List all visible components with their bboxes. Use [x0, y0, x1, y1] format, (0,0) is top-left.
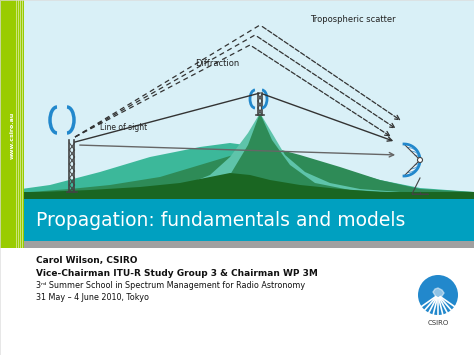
- Bar: [24, 199, 474, 241]
- Bar: [24, 248, 474, 355]
- Polygon shape: [130, 113, 474, 192]
- Text: Line of sight: Line of sight: [100, 122, 147, 131]
- Bar: [0, 192, 474, 200]
- Circle shape: [418, 275, 458, 315]
- Polygon shape: [433, 288, 444, 298]
- Text: 31 May – 4 June 2010, Tokyo: 31 May – 4 June 2010, Tokyo: [36, 294, 149, 302]
- Text: Propagation: fundamentals and models: Propagation: fundamentals and models: [36, 211, 405, 229]
- Polygon shape: [0, 192, 474, 200]
- Bar: [24, 241, 474, 248]
- Text: Vice-Chairman ITU-R Study Group 3 & Chairman WP 3M: Vice-Chairman ITU-R Study Group 3 & Chai…: [36, 268, 318, 278]
- Polygon shape: [0, 173, 474, 192]
- Polygon shape: [0, 147, 474, 192]
- Text: Diffraction: Diffraction: [195, 59, 239, 67]
- Polygon shape: [200, 113, 474, 192]
- Text: Tropospheric scatter: Tropospheric scatter: [310, 16, 396, 24]
- Text: 3ʳᵈ Summer School in Spectrum Management for Radio Astronomy: 3ʳᵈ Summer School in Spectrum Management…: [36, 282, 305, 290]
- Polygon shape: [0, 143, 474, 192]
- Text: www.csiro.au: www.csiro.au: [9, 111, 15, 159]
- Polygon shape: [404, 144, 420, 176]
- Text: Carol Wilson, CSIRO: Carol Wilson, CSIRO: [36, 256, 137, 264]
- Circle shape: [418, 158, 422, 163]
- Text: CSIRO: CSIRO: [428, 320, 448, 326]
- Bar: [0, 0, 24, 248]
- Bar: [0, 0, 474, 200]
